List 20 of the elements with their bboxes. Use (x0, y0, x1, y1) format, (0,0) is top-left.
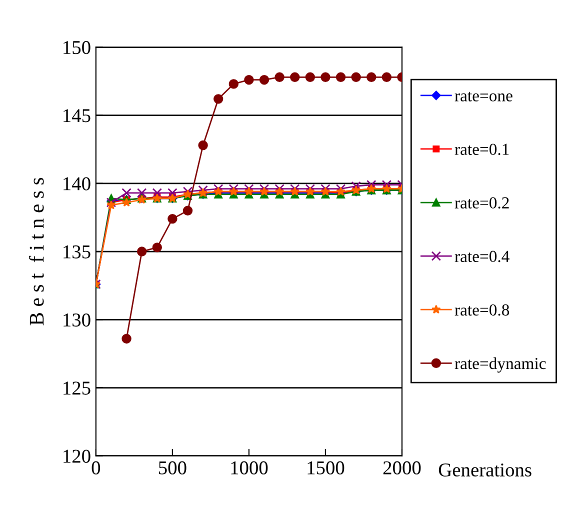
x-tick-label: 1500 (308, 461, 344, 474)
y-tick-label: 125 (64, 382, 90, 395)
x-tick-label: 500 (158, 461, 186, 474)
legend-label: rate=0.1 (454, 144, 509, 156)
y-axis-title: B e s t f i t n e s s (28, 178, 44, 326)
x-tick-label: 2000 (383, 461, 421, 474)
y-tick-label: 150 (64, 40, 90, 54)
x-tick-label: 0 (92, 461, 100, 474)
y-tick-label: 135 (64, 245, 90, 258)
y-tick-label: 145 (64, 109, 90, 122)
legend-label: rate=one (454, 92, 512, 102)
y-tick-label: 120 (64, 450, 90, 463)
legend-label: rate=0.4 (454, 250, 510, 262)
legend-label: rate=dynamic (454, 357, 546, 373)
y-tick-label: 130 (64, 313, 90, 327)
y-tick-label: 140 (64, 177, 90, 190)
x-tick-label: 1000 (231, 461, 268, 474)
x-axis-title: Generations (438, 463, 532, 477)
legend-label: rate=0.2 (454, 197, 509, 209)
legend-label: rate=0.8 (454, 304, 510, 316)
